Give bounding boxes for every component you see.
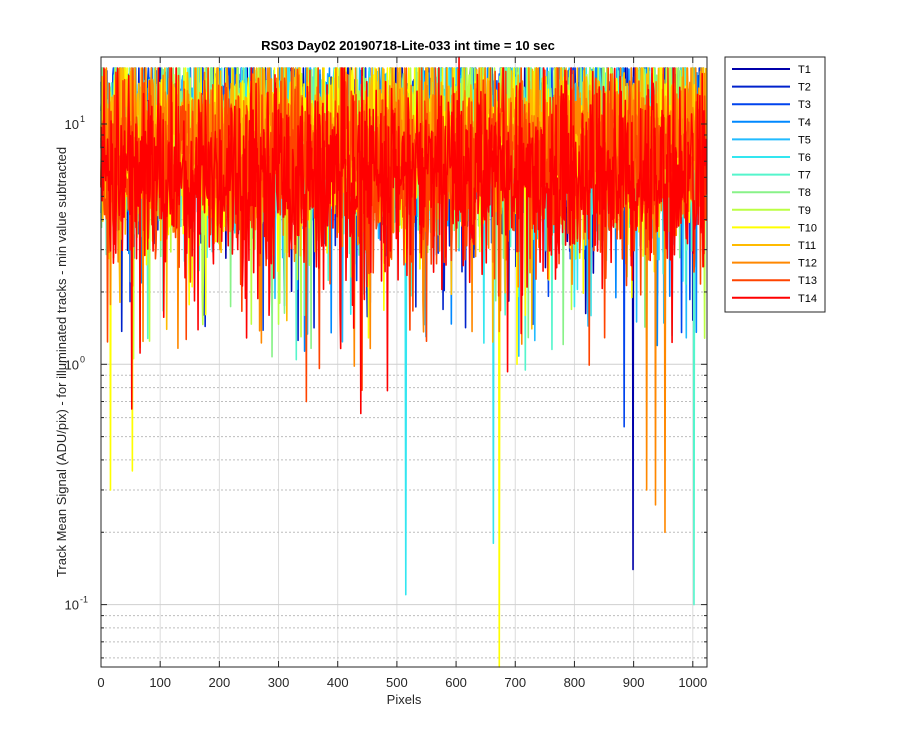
y-tick-label: 10 xyxy=(65,357,79,372)
legend-box xyxy=(724,56,826,313)
x-tick-label: 900 xyxy=(623,675,645,690)
legend-label-t9: T9 xyxy=(798,205,811,217)
legend-label-t4: T4 xyxy=(798,117,811,129)
series-layer xyxy=(100,56,708,668)
x-tick-label: 700 xyxy=(504,675,526,690)
y-tick-label: 10 xyxy=(65,117,79,132)
x-tick-label: 400 xyxy=(327,675,349,690)
y-tick-label: 10 xyxy=(65,598,79,613)
legend-label-t5: T5 xyxy=(798,134,811,146)
x-tick-label: 1000 xyxy=(678,675,707,690)
legend-label-t8: T8 xyxy=(798,187,811,199)
x-tick-label: 300 xyxy=(268,675,290,690)
legend-label-t11: T11 xyxy=(798,240,816,252)
legend-label-t3: T3 xyxy=(798,99,811,111)
series-line-t13 xyxy=(100,67,708,403)
x-tick-label: 100 xyxy=(149,675,171,690)
legend-label-t2: T2 xyxy=(798,82,811,94)
x-tick-label: 500 xyxy=(386,675,408,690)
series-line-t14 xyxy=(100,56,708,415)
y-tick-exponent: 1 xyxy=(80,114,85,124)
legend-label-t1: T1 xyxy=(798,64,811,76)
x-tick-label: 800 xyxy=(564,675,586,690)
chart-title: RS03 Day02 20190718-Lite-033 int time = … xyxy=(261,38,555,53)
y-tick-exponent: -1 xyxy=(80,595,88,605)
legend-label-t13: T13 xyxy=(798,275,817,287)
legend-label-t6: T6 xyxy=(798,152,811,164)
legend-label-t12: T12 xyxy=(798,258,817,270)
legend-label-t10: T10 xyxy=(798,222,817,234)
legend: T1 T2 T3 T4 T5 T6 T7 T8 T9 T10 T11 T12 T13 T14 xyxy=(724,56,826,313)
y-axis-label: Track Mean Signal (ADU/pix) - for illumi… xyxy=(54,147,69,577)
x-tick-label: 200 xyxy=(209,675,231,690)
legend-label-t14: T14 xyxy=(798,293,817,305)
x-axis-label: Pixels xyxy=(387,692,422,707)
x-tick-label: 0 xyxy=(97,675,104,690)
legend-label-t7: T7 xyxy=(798,170,811,182)
y-tick-exponent: 0 xyxy=(80,354,85,364)
plot-frame xyxy=(100,56,708,668)
x-tick-label: 600 xyxy=(445,675,467,690)
